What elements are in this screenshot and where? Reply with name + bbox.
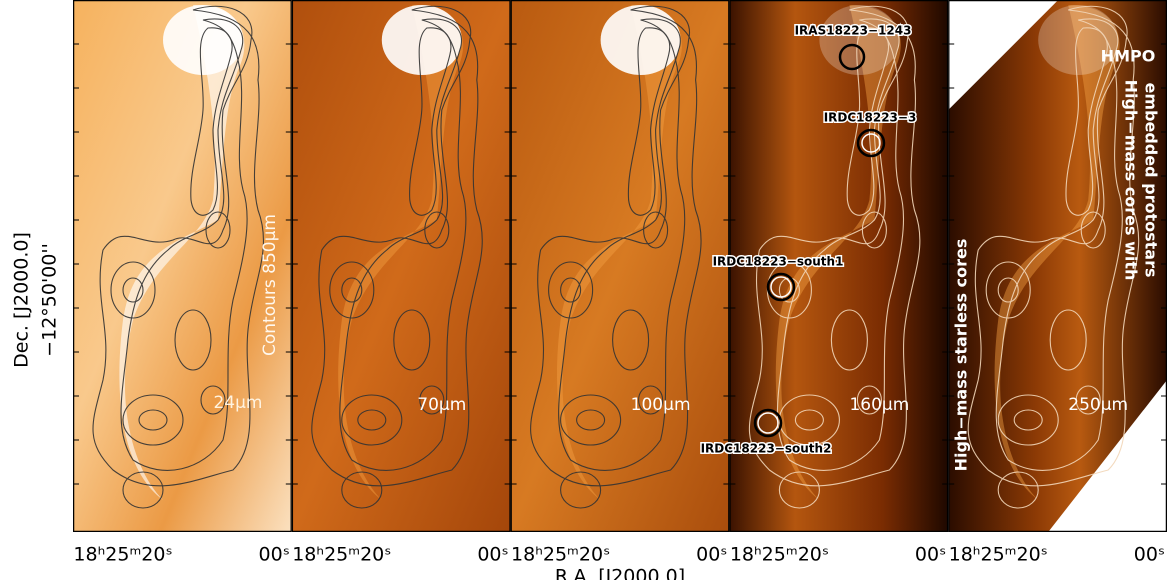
band-label: 160μm <box>849 395 909 415</box>
band-label: 100μm <box>631 395 691 415</box>
panel: 250μm <box>948 0 1168 532</box>
source-label: IRAS18223−1243 <box>795 24 912 38</box>
x-tick-label: 18ʰ25ᵐ20ˢ <box>73 544 172 566</box>
panel-frame <box>291 0 511 532</box>
panel: 160μm <box>729 0 949 532</box>
x-tick-label: 18ʰ25ᵐ20ˢ <box>511 544 610 566</box>
panel: 70μm <box>291 0 511 532</box>
panel-image <box>510 0 730 532</box>
panel-image <box>291 0 511 532</box>
panel-frame <box>510 0 730 532</box>
annotations: Contours 850μm IRAS18223−1243 IRDC18223−… <box>260 22 1161 472</box>
y-axis-label: Dec. [J2000.0] <box>11 232 33 368</box>
x-tick-label: 00ˢ <box>915 544 946 566</box>
panel-image <box>729 0 949 532</box>
core <box>381 5 462 75</box>
hmpo-label: HMPO <box>1101 47 1156 66</box>
blank-corner <box>948 0 1059 110</box>
source-circle <box>770 276 792 298</box>
band-label: 250μm <box>1068 395 1128 415</box>
filament <box>994 5 1120 500</box>
source-circle <box>856 128 886 158</box>
source-label: IRDC18223−south2 <box>701 442 832 456</box>
x-axis-label: R.A. [J2000.0] <box>555 566 685 581</box>
core <box>163 5 243 75</box>
source-label: IRDC18223−3 <box>824 111 917 125</box>
source-circle <box>861 133 881 153</box>
source-circle <box>766 272 796 302</box>
filament <box>775 5 901 500</box>
embedded-label: High−mass cores with <box>1122 80 1141 281</box>
core <box>600 5 681 75</box>
panel: 24μm <box>73 0 292 532</box>
contour-label: Contours 850μm <box>260 214 280 356</box>
band-label: 70μm <box>417 395 466 415</box>
band-label: 24μm <box>213 393 262 413</box>
source-circle <box>753 408 783 438</box>
panel-frame <box>948 0 1168 532</box>
panel-frame <box>729 0 949 532</box>
x-tick-label: 00ˢ <box>477 544 508 566</box>
embedded-label: embedded protostars <box>1142 83 1161 278</box>
source-circle <box>757 412 779 434</box>
source-circle <box>838 43 866 71</box>
x-tick-label: 00ˢ <box>1134 544 1165 566</box>
x-tick-label: 18ʰ25ᵐ20ˢ <box>292 544 391 566</box>
y-tick-label: −12°50'00'' <box>39 243 61 357</box>
panel: 100μm <box>510 0 730 532</box>
x-tick-label: 18ʰ25ᵐ20ˢ <box>949 544 1048 566</box>
x-tick-label: 00ˢ <box>696 544 727 566</box>
source-label: IRDC18223−south1 <box>713 255 844 269</box>
starless-label: High−mass starless cores <box>952 239 971 472</box>
x-tick-label: 18ʰ25ᵐ20ˢ <box>730 544 829 566</box>
blank-corner <box>1048 380 1167 532</box>
panel-image <box>73 0 292 532</box>
x-tick-label: 00ˢ <box>259 544 290 566</box>
core <box>1038 5 1119 75</box>
panel-frame <box>73 0 292 532</box>
